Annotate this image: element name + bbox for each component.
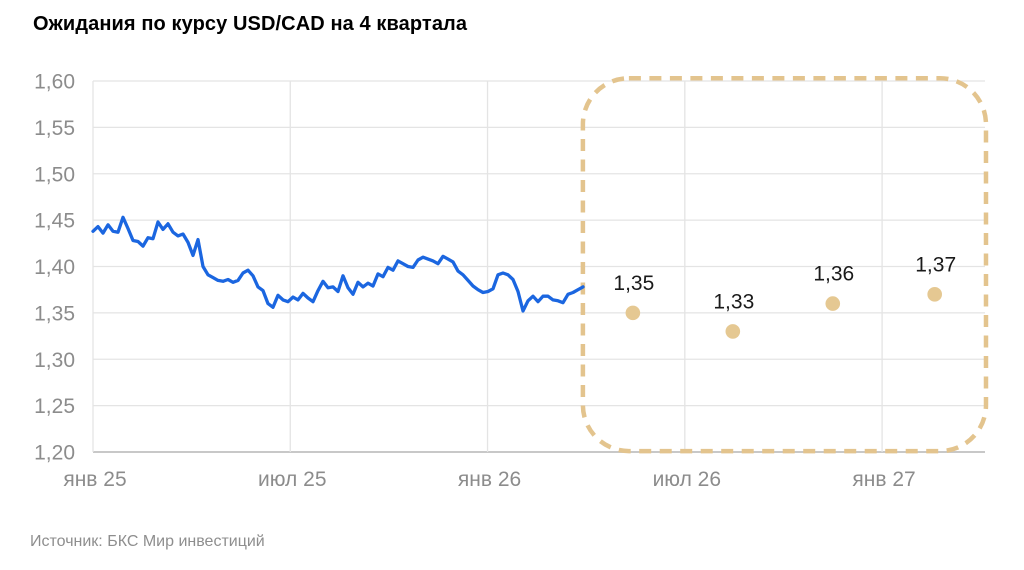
forecast-dot-label: 1,33 [713, 290, 754, 313]
x-tick-label: янв 26 [458, 468, 521, 491]
forecast-dot [725, 324, 741, 339]
x-tick-label: янв 27 [852, 468, 915, 491]
y-tick-label: 1,50 [34, 163, 75, 186]
y-tick-label: 1,40 [34, 256, 75, 279]
forecast-dot-label: 1,36 [813, 263, 854, 286]
x-tick-label: июл 25 [258, 468, 326, 491]
y-tick-label: 1,55 [34, 117, 75, 140]
forecast-dot [825, 296, 841, 311]
x-tick-label: июл 26 [653, 468, 721, 491]
forecast-dot-label: 1,35 [613, 272, 654, 295]
page-title: Ожидания по курсу USD/CAD на 4 квартала [33, 13, 468, 35]
source-note: Источник: БКС Мир инвестиций [30, 533, 265, 550]
y-tick-label: 1,30 [34, 349, 75, 372]
x-tick-label: янв 25 [63, 468, 126, 491]
forecast-dot [625, 305, 641, 321]
y-tick-label: 1,35 [34, 302, 75, 325]
forecast-box [580, 75, 989, 454]
y-tick-label: 1,20 [34, 442, 75, 465]
y-tick-label: 1,60 [34, 71, 75, 94]
forecast-dot [927, 287, 942, 302]
forecast-dot-label: 1,37 [915, 253, 956, 276]
y-tick-label: 1,45 [34, 210, 75, 233]
history-line [91, 215, 585, 313]
y-tick-label: 1,25 [34, 395, 75, 418]
